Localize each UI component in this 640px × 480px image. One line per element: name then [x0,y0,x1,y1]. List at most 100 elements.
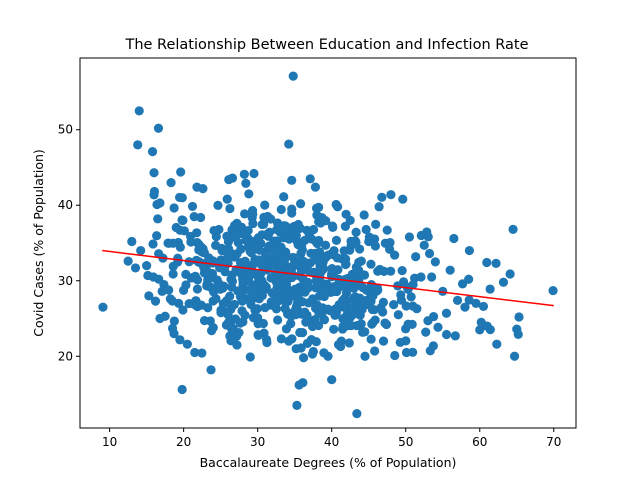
data-point [475,325,485,335]
data-point [234,328,244,338]
data-point [505,269,515,279]
trend-line [102,249,554,307]
data-point [385,237,395,248]
data-point [253,330,264,341]
data-point [273,315,283,325]
data-point [321,216,331,226]
data-point [464,295,474,305]
data-point [225,203,235,214]
data-point [296,199,306,209]
y-axis-ticks: 20 30 40 50 [58,123,80,363]
data-point [168,261,178,271]
data-point [284,265,294,275]
data-point [284,139,294,149]
data-point [424,248,435,259]
data-point [427,272,437,282]
data-point [253,233,263,243]
data-point [166,177,176,188]
data-point [355,310,365,320]
data-point [176,167,186,177]
data-point [279,192,289,202]
data-point [227,324,237,334]
data-point [260,302,270,313]
data-point [339,246,349,256]
data-point [225,291,235,301]
data-point [245,352,255,362]
data-point [152,231,162,241]
data-point [344,338,354,348]
data-point [147,147,158,157]
data-point [202,266,212,276]
data-point [386,190,396,200]
data-point [300,307,310,317]
data-point [411,252,421,262]
data-point [449,233,459,244]
data-point [230,314,241,324]
data-point [263,231,273,241]
data-point [244,189,254,199]
data-point [478,301,489,312]
data-point [238,317,248,327]
data-point [316,266,326,277]
data-point [127,236,137,247]
data-point [243,233,253,244]
data-point [390,250,400,260]
data-point [352,409,362,419]
plot-area-frame [79,57,577,429]
data-point [329,324,339,334]
data-point [262,262,272,272]
data-point [327,375,337,385]
data-point [248,209,258,219]
data-point [282,223,292,233]
data-point [168,269,178,279]
data-point [213,200,223,210]
data-point [311,303,321,313]
x-tick-label: 40 [324,435,339,449]
data-point [160,311,170,321]
data-point [134,106,144,116]
data-point [371,219,381,229]
data-point [280,304,290,314]
data-point [370,241,381,251]
data-point [338,321,348,331]
data-point [297,241,307,251]
data-point [317,256,328,267]
data-point [177,193,187,203]
data-point [366,334,376,344]
data-point [251,242,261,252]
data-point [403,319,413,329]
y-tick-label: 20 [58,349,73,363]
data-point [222,194,232,204]
data-point [248,260,258,270]
data-point [164,285,174,295]
data-point [423,232,433,242]
data-point [311,283,321,293]
data-point [219,281,229,291]
data-point [206,365,216,375]
x-tick-label: 30 [250,435,265,449]
data-point [396,295,407,305]
data-point [482,321,492,331]
data-point [229,299,239,310]
data-point [441,329,452,340]
data-point [272,247,282,257]
data-point [328,222,338,232]
data-point [178,215,188,226]
data-point [240,209,250,219]
x-tick-label: 50 [398,435,413,449]
data-point [294,380,304,390]
data-point [191,255,202,265]
data-point [386,266,396,276]
data-point [204,253,214,263]
data-point [548,285,558,296]
data-point [240,265,250,275]
data-point [178,285,189,295]
data-point [308,267,318,278]
data-point [334,300,344,310]
data-point [167,296,177,306]
data-point [421,327,431,337]
data-point [367,304,378,315]
data-point [173,253,183,263]
data-point [149,190,159,200]
data-point [509,351,520,361]
